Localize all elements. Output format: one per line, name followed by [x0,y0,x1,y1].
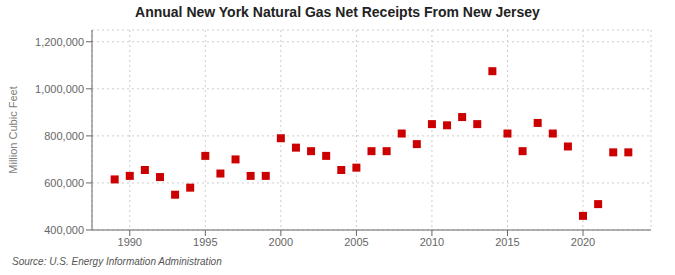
svg-text:1,200,000: 1,200,000 [35,36,84,48]
html-text:Annual New York Natural Gas Ne: Annual New York Natural Gas Net Receipts… [135,4,540,20]
svg-text:1990: 1990 [118,236,142,248]
html-text:Source: U.S. Energy Informatio: Source: U.S. Energy Information Administ… [12,256,222,267]
svg-text:Million Cubic Feet: Million Cubic Feet [8,86,19,173]
svg-text:1,000,000: 1,000,000 [35,83,84,95]
svg-text:2010: 2010 [420,236,444,248]
svg-text:800,000: 800,000 [44,130,84,142]
svg-text:2020: 2020 [571,236,595,248]
svg-text:2015: 2015 [495,236,519,248]
svg-text:600,000: 600,000 [44,177,84,189]
svg-text:2000: 2000 [269,236,293,248]
svg-text:2005: 2005 [344,236,368,248]
svg-text:400,000: 400,000 [44,224,84,236]
svg-text:1995: 1995 [193,236,217,248]
